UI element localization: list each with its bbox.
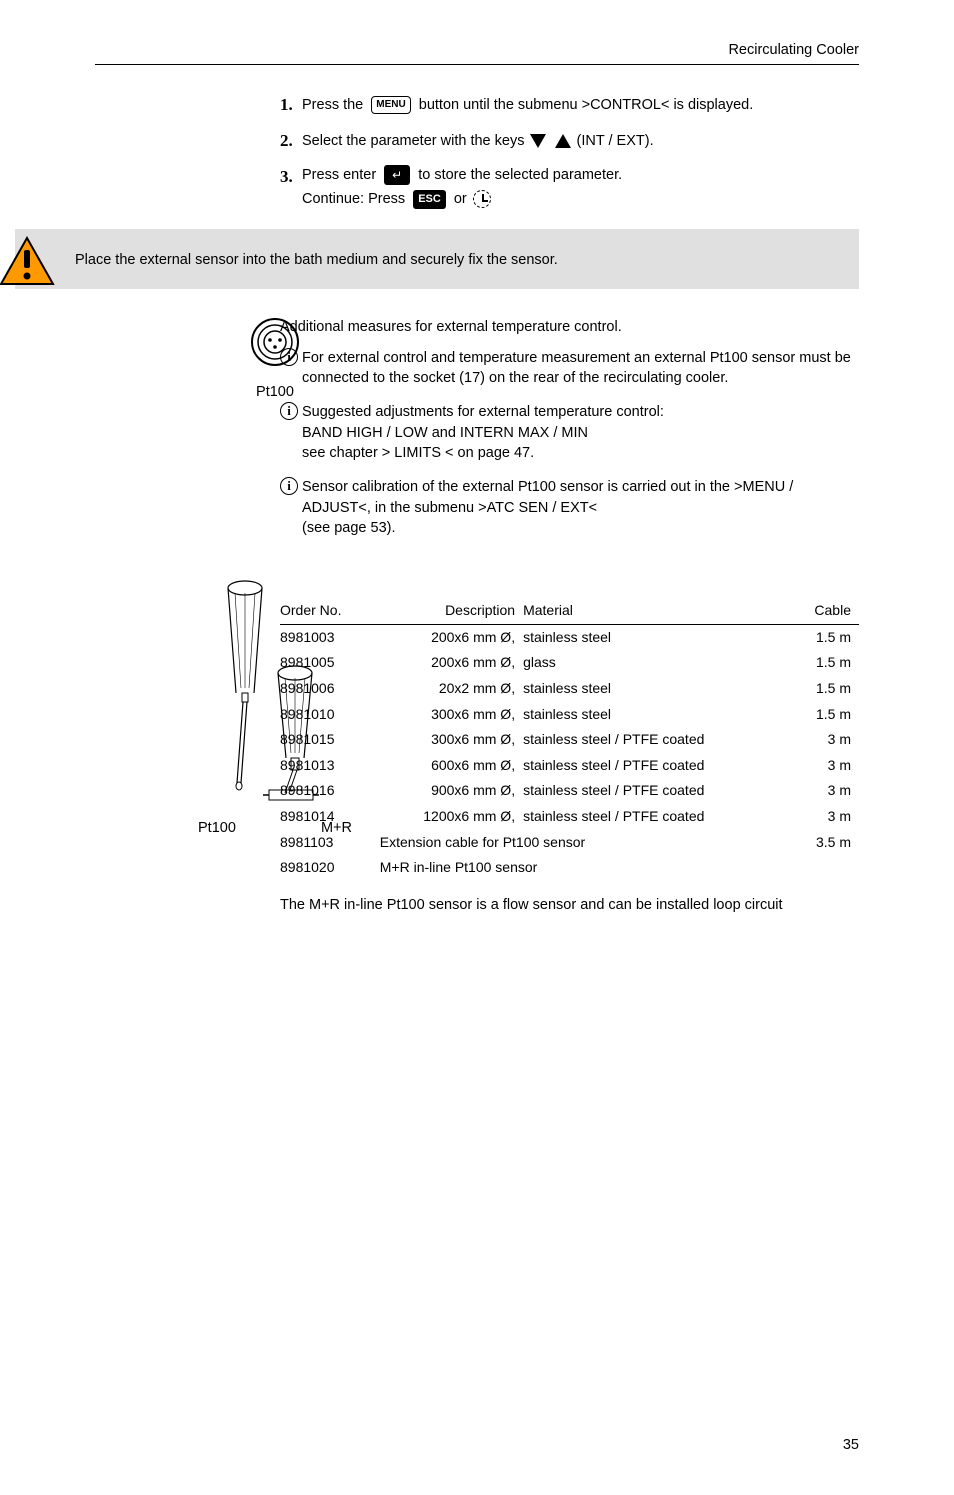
cell-material: stainless steel / PTFE coated: [523, 753, 795, 779]
step-3-mid: to store the selected parameter.: [418, 167, 622, 183]
info-2-l1: Suggested adjustments for external tempe…: [302, 402, 859, 422]
th-material: Material: [523, 598, 795, 624]
step-3-continue: Continue: Press: [302, 191, 409, 207]
cell-desc: 200x6 mm Ø,: [380, 650, 523, 676]
cell-cable: 3 m: [795, 727, 859, 753]
cell-cable: 1.5 m: [795, 676, 859, 702]
table-row: 8981103Extension cable for Pt100 sensor3…: [280, 830, 859, 856]
warning-text: Place the external sensor into the bath …: [75, 250, 558, 270]
up-arrow-icon: [555, 134, 571, 148]
cell-material: glass: [523, 650, 795, 676]
footer-note: The M+R in-line Pt100 sensor is a flow s…: [280, 895, 859, 915]
sensor-label-right: M+R: [321, 818, 352, 838]
cell-desc: 200x6 mm Ø,: [380, 624, 523, 650]
table-row: 8981015300x6 mm Ø,stainless steel / PTFE…: [280, 727, 859, 753]
cell-order: 8981020: [280, 855, 380, 881]
table-row: 8981010300x6 mm Ø,stainless steel1.5 m: [280, 702, 859, 728]
page-number: 35: [95, 1435, 859, 1455]
step-1-pre: Press the: [302, 97, 367, 113]
th-desc: Description: [380, 598, 523, 624]
cell-material: stainless steel: [523, 624, 795, 650]
sensor-label-left: Pt100: [198, 818, 236, 838]
info-2-l2: BAND HIGH / LOW and INTERN MAX / MIN: [302, 423, 859, 443]
cell-desc: M+R in-line Pt100 sensor: [380, 855, 795, 881]
step-1: 1. Press the MENU button until the subme…: [280, 93, 859, 117]
info-item-3: i Sensor calibration of the external Pt1…: [280, 477, 859, 538]
cell-desc: 600x6 mm Ø,: [380, 753, 523, 779]
additional-title: Additional measures for external tempera…: [280, 317, 859, 337]
table-row: 8981013600x6 mm Ø,stainless steel / PTFE…: [280, 753, 859, 779]
step-3-pre: Press enter: [302, 167, 380, 183]
cell-material: stainless steel / PTFE coated: [523, 804, 795, 830]
info-item-2: i Suggested adjustments for external tem…: [280, 402, 859, 463]
menu-key-icon: MENU: [371, 96, 410, 114]
cell-material: stainless steel: [523, 676, 795, 702]
info-3-l2: (see page 53).: [302, 518, 859, 538]
warning-triangle-icon: [0, 236, 55, 286]
pt100-sensors-icon: [205, 578, 345, 808]
cell-material: stainless steel / PTFE coated: [523, 727, 795, 753]
table-row: 8981005200x6 mm Ø,glass1.5 m: [280, 650, 859, 676]
step-num: 3.: [280, 165, 302, 189]
warning-bar: Place the external sensor into the bath …: [15, 229, 859, 289]
info-icon: i: [280, 402, 298, 420]
info-item-1: i For external control and temperature m…: [280, 348, 859, 389]
page-header: Recirculating Cooler: [95, 40, 859, 65]
table-row: 898100620x2 mm Ø,stainless steel1.5 m: [280, 676, 859, 702]
cell-cable: 3 m: [795, 804, 859, 830]
step-1-post: button until the submenu >CONTROL< is di…: [419, 97, 753, 113]
info-1-text: For external control and temperature mea…: [302, 348, 859, 389]
sensor-graphic: Pt100 M+R: [190, 578, 360, 839]
cell-desc: 1200x6 mm Ø,: [380, 804, 523, 830]
sensor-table-section: Pt100 M+R Order No. Description Material…: [95, 598, 859, 915]
cell-desc: Extension cable for Pt100 sensor: [380, 830, 795, 856]
cell-cable: 1.5 m: [795, 702, 859, 728]
step-2-pre: Select the parameter with the keys: [302, 133, 528, 149]
step-3: 3. Press enter ↵ to store the selected p…: [280, 165, 859, 210]
step-num: 2.: [280, 129, 302, 153]
enter-key-icon: ↵: [384, 165, 410, 185]
socket-icon: [250, 317, 300, 367]
th-cable: Cable: [795, 598, 859, 624]
cell-desc: 20x2 mm Ø,: [380, 676, 523, 702]
steps-block: 1. Press the MENU button until the subme…: [280, 93, 859, 209]
cell-desc: 300x6 mm Ø,: [380, 727, 523, 753]
table-row: 8981003200x6 mm Ø,stainless steel1.5 m: [280, 624, 859, 650]
step-num: 1.: [280, 93, 302, 117]
cell-cable: 3.5 m: [795, 830, 859, 856]
cell-material: stainless steel / PTFE coated: [523, 778, 795, 804]
info-section: Pt100 Additional measures for external t…: [95, 317, 859, 538]
step-2-post: (INT / EXT).: [577, 133, 654, 149]
cell-desc: 900x6 mm Ø,: [380, 778, 523, 804]
cell-cable: 3 m: [795, 778, 859, 804]
table-row: 8981016900x6 mm Ø,stainless steel / PTFE…: [280, 778, 859, 804]
step-3-or: or: [454, 191, 471, 207]
table-row: 89810141200x6 mm Ø,stainless steel / PTF…: [280, 804, 859, 830]
cell-material: stainless steel: [523, 702, 795, 728]
info-3-l1: Sensor calibration of the external Pt100…: [302, 477, 859, 518]
cell-cable: 1.5 m: [795, 650, 859, 676]
table-header-row: Order No. Description Material Cable: [280, 598, 859, 624]
info-icon: i: [280, 477, 298, 495]
table-row: 8981020M+R in-line Pt100 sensor: [280, 855, 859, 881]
cell-cable: 3 m: [795, 753, 859, 779]
socket-label: Pt100: [190, 382, 360, 402]
cell-cable: 1.5 m: [795, 624, 859, 650]
esc-key-icon: ESC: [413, 190, 446, 209]
step-2: 2. Select the parameter with the keys (I…: [280, 129, 859, 153]
cell-desc: 300x6 mm Ø,: [380, 702, 523, 728]
cell-cable: [795, 855, 859, 881]
down-arrow-icon: [530, 134, 546, 148]
info-2-l3: see chapter > LIMITS < on page 47.: [302, 443, 859, 463]
sensor-table: Order No. Description Material Cable 898…: [280, 598, 859, 881]
clock-icon: [473, 190, 491, 208]
socket-graphic: Pt100: [190, 317, 360, 402]
